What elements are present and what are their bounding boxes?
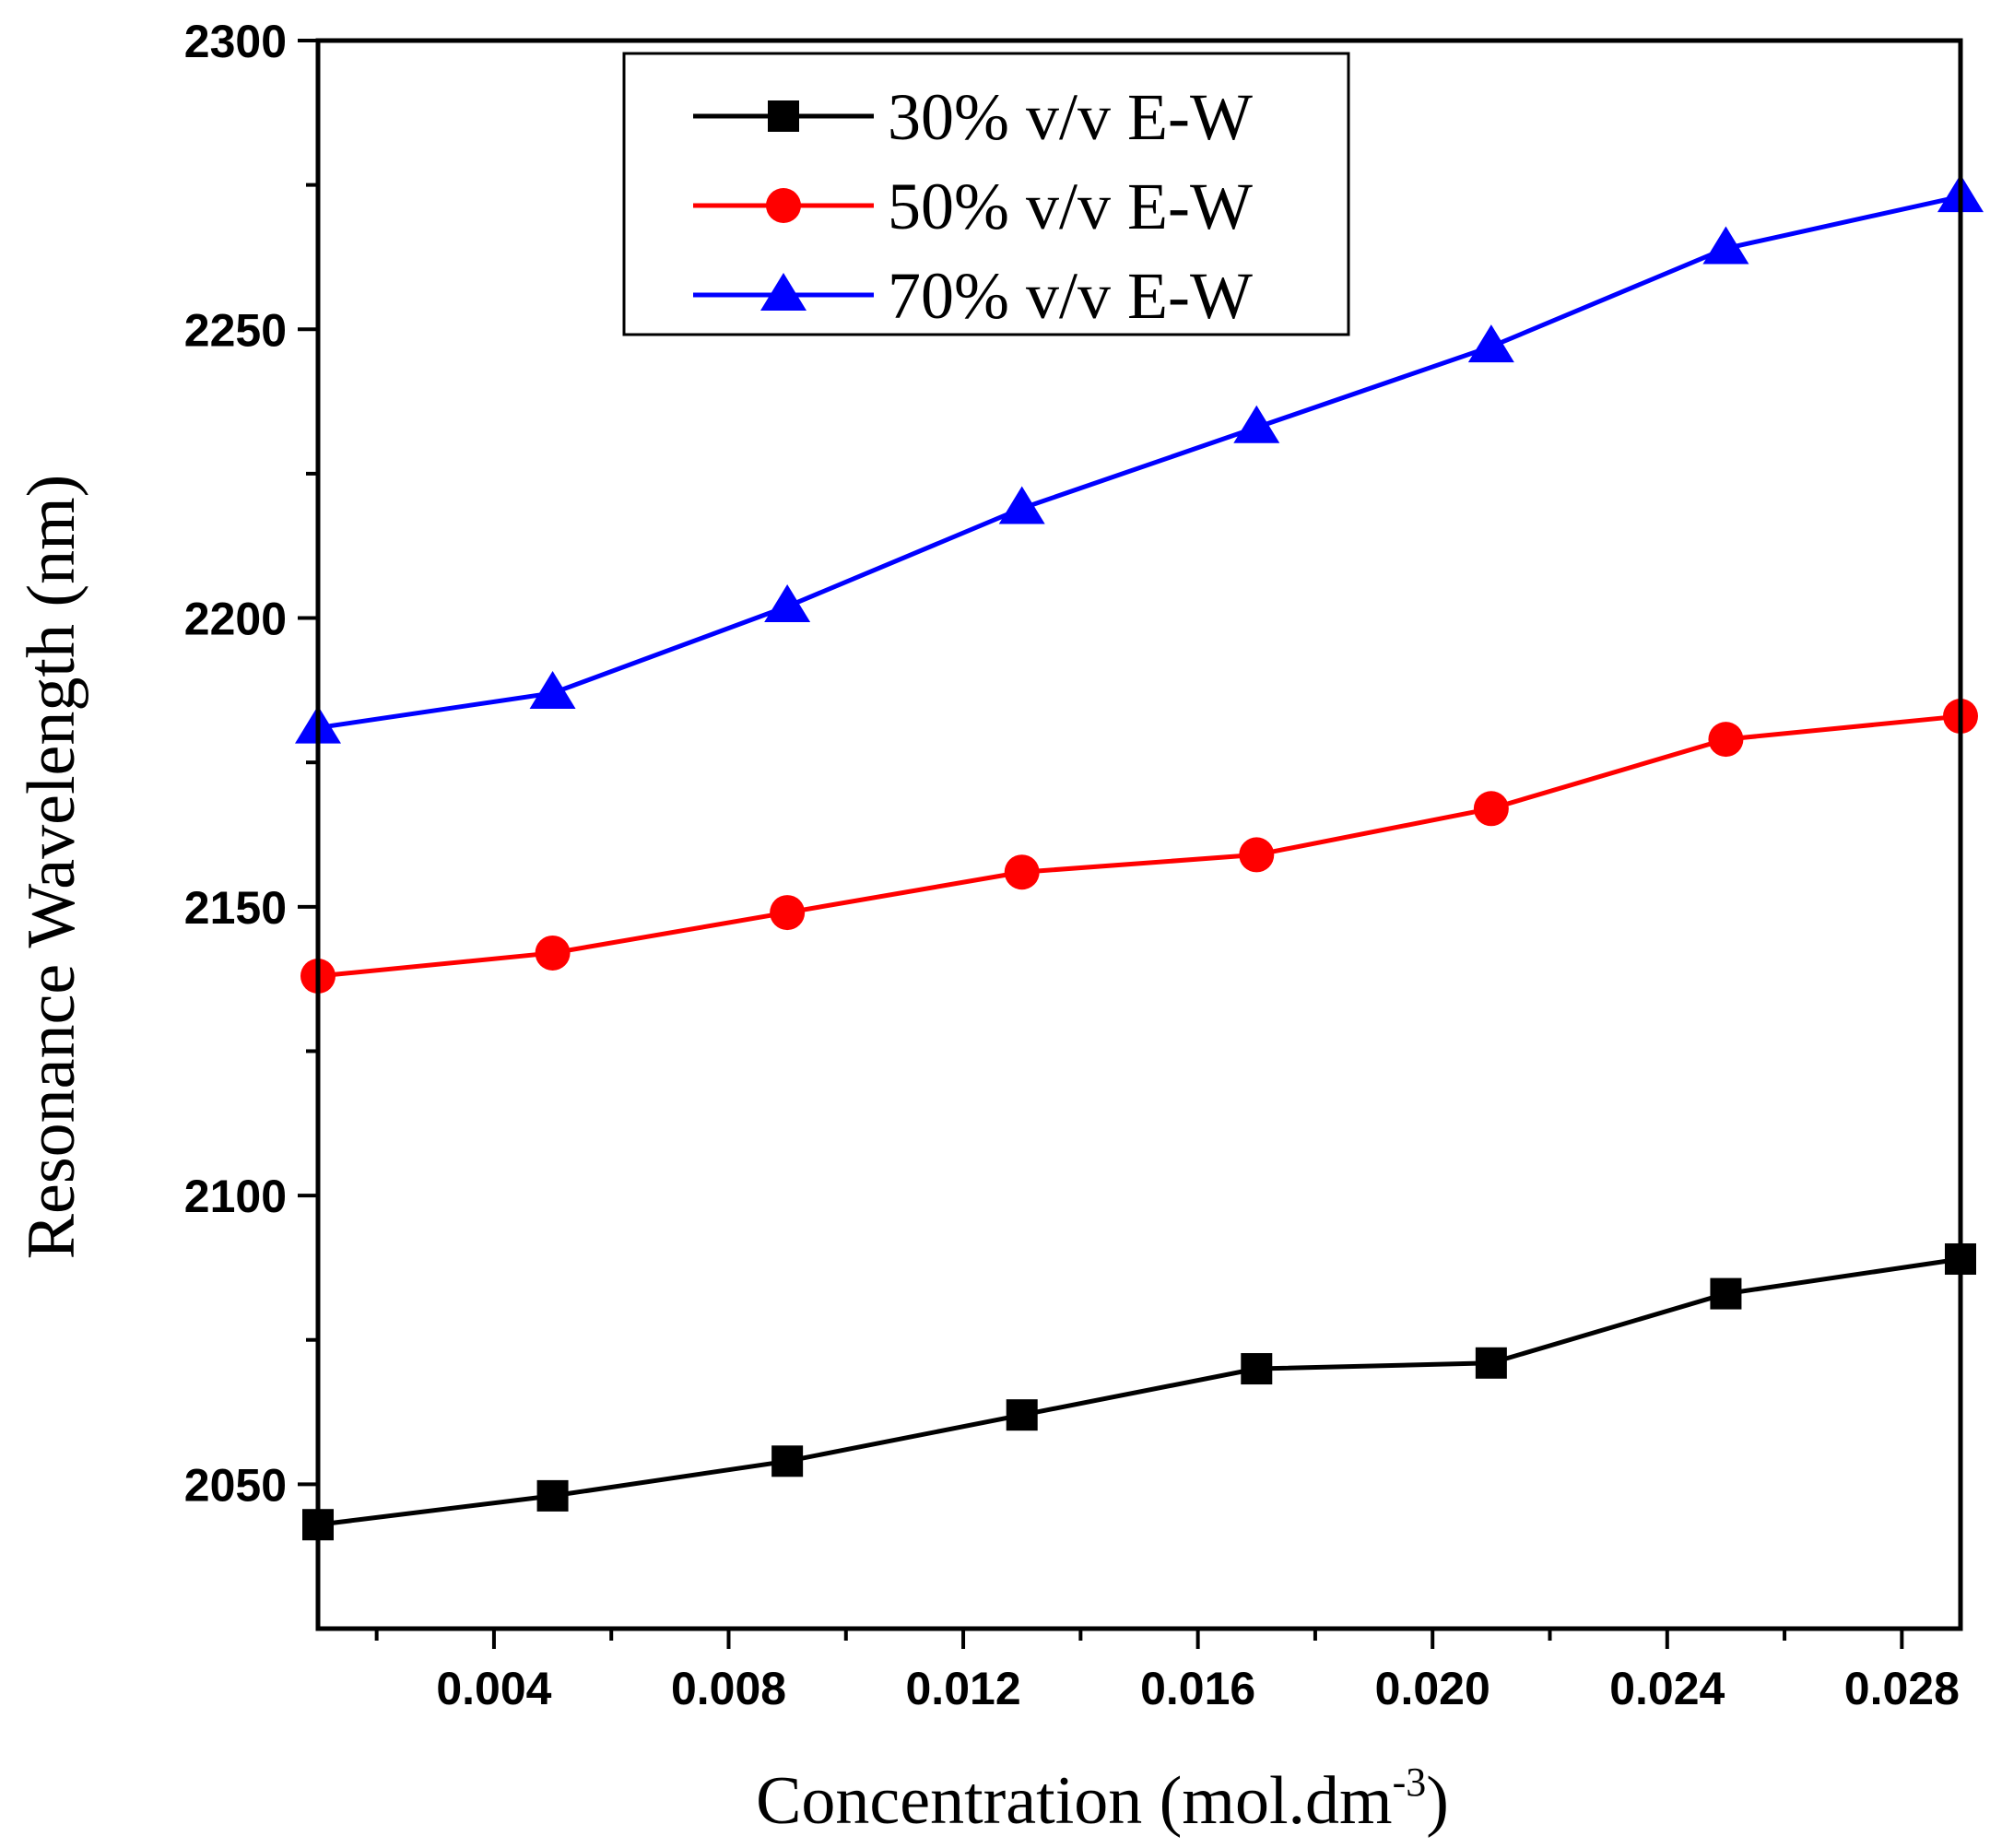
x-tick-label: 0.028 <box>1844 1663 1960 1714</box>
marks-layer <box>295 174 1984 1541</box>
legend-item: 50% v/v E-W <box>693 170 1253 243</box>
y-tick-label: 2100 <box>184 1171 287 1222</box>
data-point <box>1475 1347 1507 1379</box>
series-3 <box>295 174 1984 744</box>
legend-item: 30% v/v E-W <box>693 80 1253 154</box>
data-point <box>1004 854 1040 890</box>
data-point <box>1710 1277 1742 1310</box>
legend: 30% v/v E-W 50% v/v E-W 70% v/v E-W <box>622 52 1350 336</box>
data-point <box>1239 837 1275 873</box>
legend-marker <box>768 100 799 132</box>
y-tick-label: 2250 <box>184 304 287 356</box>
y-tick-label: 2300 <box>184 16 287 67</box>
x-tick-label: 0.012 <box>906 1663 1021 1714</box>
y-axis-title: Resonance Wavelength (nm) <box>14 475 89 1260</box>
x-axis-title-superscript: -3 <box>1393 1760 1427 1805</box>
data-point <box>771 1445 804 1477</box>
x-tick-label: 0.020 <box>1375 1663 1490 1714</box>
y-tick-label: 2200 <box>184 594 287 645</box>
legend-label: 50% v/v E-W <box>888 170 1253 243</box>
data-point <box>1702 226 1749 265</box>
data-point <box>1233 405 1280 443</box>
legend-label: 30% v/v E-W <box>888 80 1253 154</box>
series-line <box>317 194 1961 731</box>
data-point <box>1708 722 1744 758</box>
x-tick-label: 0.008 <box>671 1663 786 1714</box>
ticks-layer: 2050 2100 2150 2200 2250 2300 0.004 0.008 0.012 0… <box>184 16 1960 1714</box>
data-point <box>1473 791 1509 827</box>
legend-marker <box>766 188 801 223</box>
data-point <box>1006 1399 1038 1431</box>
x-axis-title: Concentration (mol.dm-3) <box>756 1760 1449 1839</box>
series-1 <box>302 1243 1976 1541</box>
x-axis-title-main: Concentration (mol.dm <box>756 1763 1393 1839</box>
x-tick-label: 0.024 <box>1609 1663 1725 1714</box>
legend-box <box>622 52 1350 336</box>
data-point <box>998 486 1045 524</box>
series-2 <box>300 699 1978 995</box>
x-tick-label: 0.004 <box>436 1663 551 1714</box>
legend-item: 70% v/v E-W <box>693 259 1253 333</box>
x-axis-title-close: ) <box>1426 1763 1449 1839</box>
data-point <box>535 935 571 971</box>
data-point <box>770 895 806 931</box>
data-point <box>1241 1353 1273 1385</box>
x-tick-label: 0.016 <box>1140 1663 1255 1714</box>
legend-label: 70% v/v E-W <box>888 259 1253 333</box>
plot-frame <box>315 38 1963 1631</box>
data-point <box>1467 324 1514 363</box>
data-point <box>529 670 576 709</box>
y-tick-label: 2050 <box>184 1459 287 1511</box>
data-point <box>764 584 811 623</box>
y-tick-label: 2150 <box>184 882 287 934</box>
legend-marker <box>760 273 807 311</box>
series-line <box>317 1256 1961 1527</box>
series-line <box>317 713 1961 979</box>
data-point <box>536 1479 569 1512</box>
